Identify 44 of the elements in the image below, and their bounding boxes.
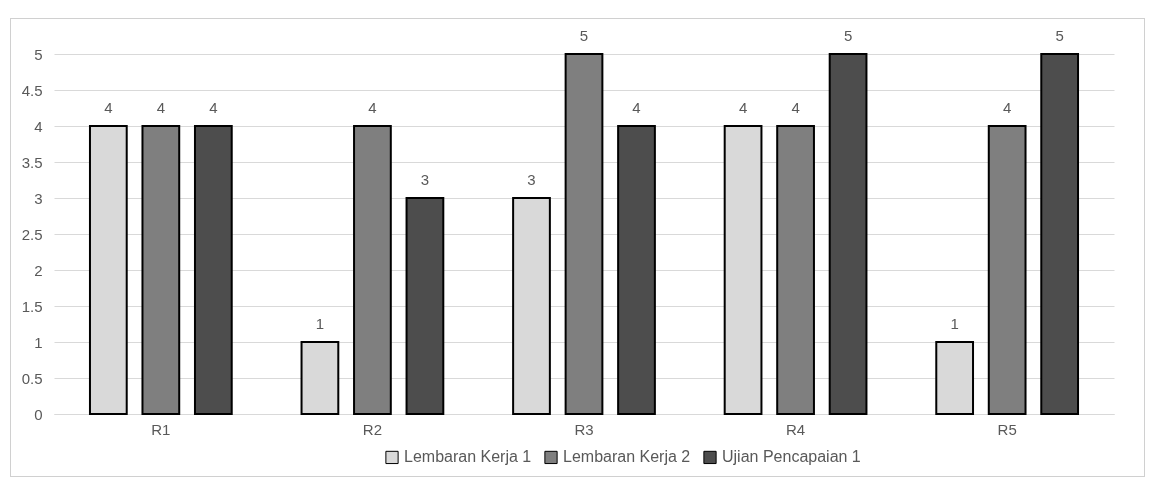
data-label: 5 xyxy=(843,27,853,44)
data-label: 4 xyxy=(368,99,377,116)
y-tick-label: 0.5 xyxy=(21,369,43,387)
data-label: 4 xyxy=(156,99,166,116)
data-label: 5 xyxy=(1055,27,1064,44)
data-label: 4 xyxy=(104,99,113,116)
y-tick-label: 4 xyxy=(34,117,43,135)
legend-label: Lembaran Kerja 1 xyxy=(404,448,532,466)
x-tick-label: R3 xyxy=(574,420,594,438)
x-tick-label: R5 xyxy=(997,420,1017,438)
legend-label: Lembaran Kerja 2 xyxy=(563,448,691,466)
legend-label: Ujian Pencapaian 1 xyxy=(722,448,861,466)
bar xyxy=(405,197,445,415)
y-tick-label: 0 xyxy=(34,405,43,423)
data-label: 4 xyxy=(738,99,748,116)
y-tick-label: 3 xyxy=(34,189,43,207)
bar xyxy=(617,125,656,415)
y-tick-label: 4.5 xyxy=(21,81,43,99)
data-label: 4 xyxy=(791,99,800,116)
y-tick-label: 2 xyxy=(34,261,43,279)
bar xyxy=(353,125,392,415)
x-tick-label: R2 xyxy=(362,420,383,438)
y-tick-label: 5 xyxy=(34,45,43,63)
bar xyxy=(776,125,815,415)
data-label: 1 xyxy=(950,315,959,332)
y-tick-label: 1 xyxy=(34,333,43,351)
x-tick-label: R1 xyxy=(151,420,171,438)
data-label: 3 xyxy=(420,171,430,188)
data-label: 3 xyxy=(527,171,536,188)
data-label: 4 xyxy=(1002,99,1012,116)
bar xyxy=(564,53,604,415)
bar xyxy=(1040,53,1080,415)
data-label: 4 xyxy=(209,99,218,116)
bar xyxy=(141,125,181,415)
data-label: 1 xyxy=(315,315,325,332)
y-tick-label: 2.5 xyxy=(21,225,43,243)
x-tick-label: R4 xyxy=(785,420,806,438)
y-tick-label: 3.5 xyxy=(21,153,43,171)
data-label: 5 xyxy=(579,27,589,44)
y-tick-label: 1.5 xyxy=(21,297,43,315)
bar xyxy=(828,53,868,415)
bar xyxy=(193,125,233,415)
data-label: 4 xyxy=(632,99,641,116)
bar xyxy=(987,125,1027,415)
